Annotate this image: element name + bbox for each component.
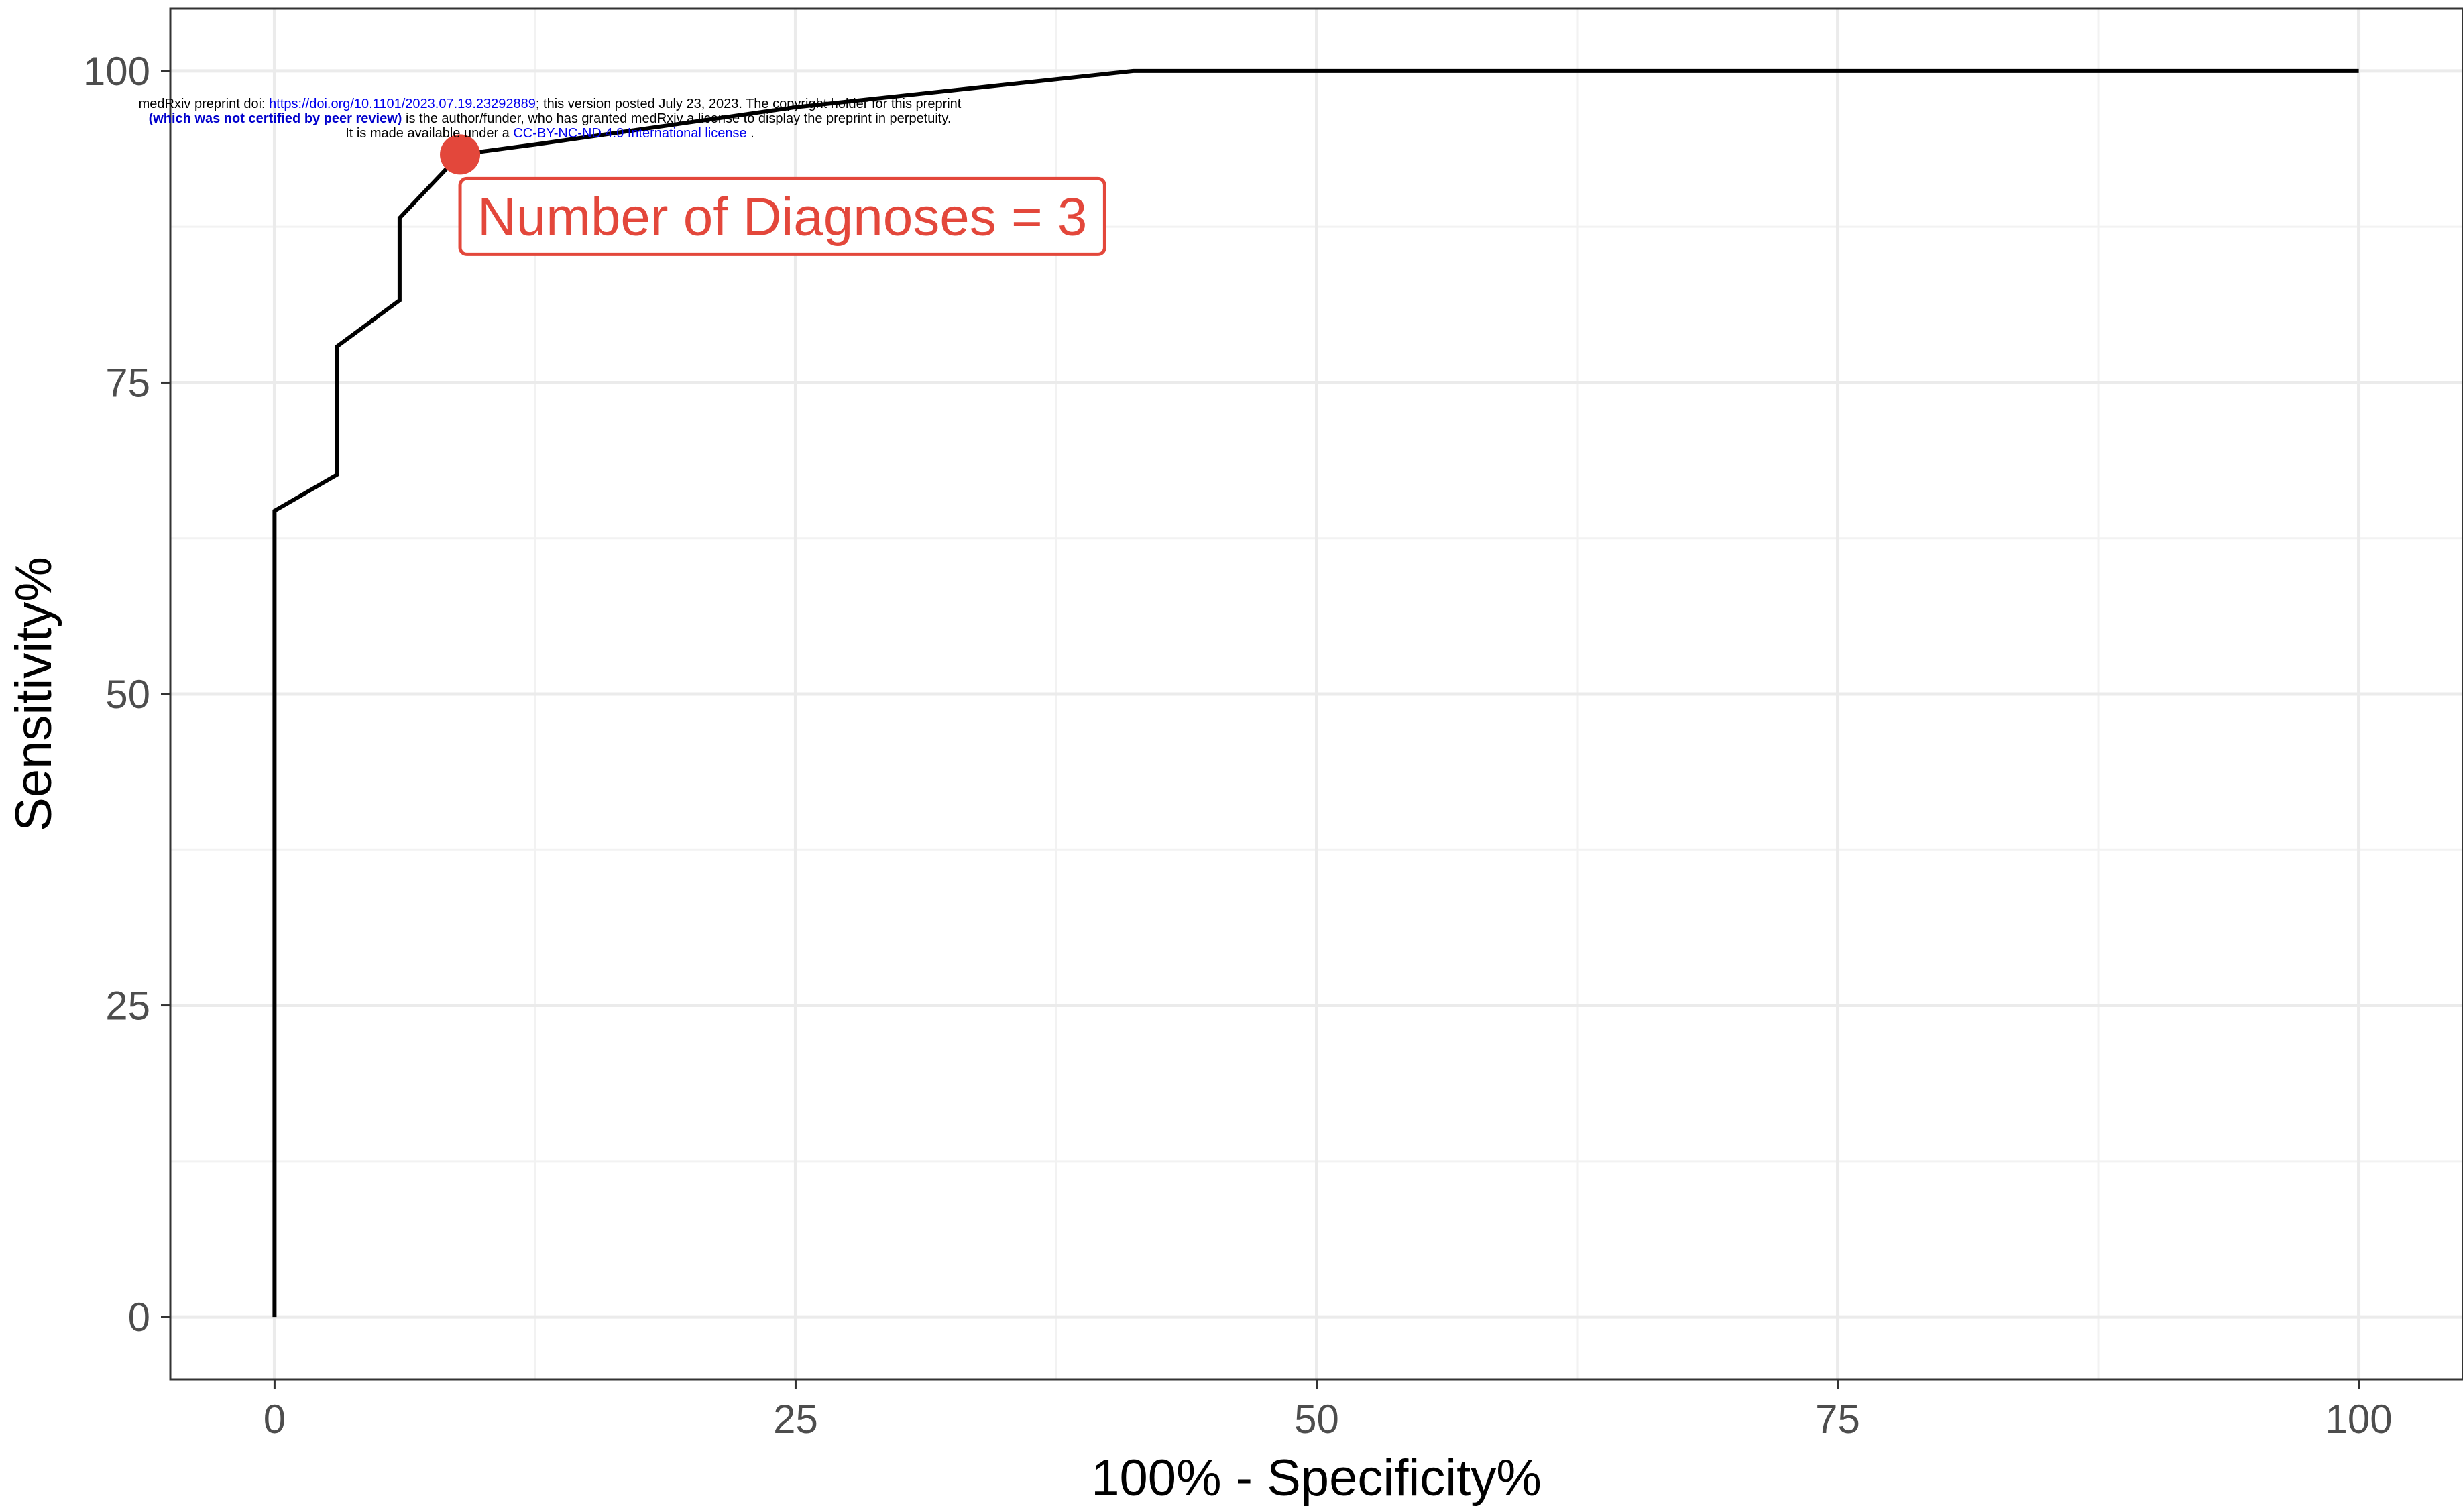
watermark-license-text: is the author/funder, who has granted me…	[402, 111, 952, 126]
annotation-label-box	[458, 176, 1106, 256]
x-tick-label: 100	[2326, 1397, 2393, 1442]
watermark-available-text: It is made available under a	[345, 126, 514, 141]
watermark-peer-review-note: (which was not certified by peer review)	[148, 111, 402, 126]
major-gridlines	[170, 9, 2463, 1379]
y-axis: 0 25 50 75 100	[83, 49, 170, 1340]
y-axis-title: Sensitivity%	[5, 557, 62, 831]
y-tick-label: 100	[83, 49, 150, 94]
watermark-line-1: medRxiv preprint doi: https://doi.org/10…	[0, 97, 1100, 111]
doi-link[interactable]: https://doi.org/10.1101/2023.07.19.23292…	[269, 97, 536, 111]
watermark-line-2: (which was not certified by peer review)…	[0, 111, 1100, 126]
roc-curve-line	[272, 68, 2359, 1318]
x-tick-label: 75	[1815, 1397, 1860, 1442]
watermark-line-3: It is made available under a CC-BY-NC-ND…	[0, 126, 1100, 141]
x-axis-title: 100% - Specificity%	[1091, 1450, 1542, 1507]
y-tick-label: 75	[105, 360, 150, 405]
preprint-watermark: medRxiv preprint doi: https://doi.org/10…	[0, 97, 1100, 141]
y-tick-label: 25	[105, 984, 150, 1029]
x-tick-label: 0	[264, 1397, 286, 1442]
annotation-layer: Number of Diagnoses = 3	[440, 134, 1106, 256]
annotation-label: Number of Diagnoses = 3	[477, 186, 1087, 246]
optimal-threshold-point	[440, 134, 481, 175]
license-link[interactable]: CC-BY-NC-ND 4.0 International license	[513, 126, 747, 141]
watermark-doi-prefix: medRxiv preprint doi:	[138, 97, 270, 111]
y-tick-label: 50	[105, 672, 150, 717]
series-layer	[272, 68, 2359, 1318]
x-axis: 0 25 50 75 100	[264, 1379, 2393, 1442]
y-tick-label: 0	[128, 1295, 150, 1340]
watermark-posted-text: ; this version posted July 23, 2023. The…	[535, 97, 962, 111]
watermark-period: .	[746, 126, 754, 141]
x-tick-label: 25	[773, 1397, 818, 1442]
x-tick-label: 50	[1294, 1397, 1339, 1442]
